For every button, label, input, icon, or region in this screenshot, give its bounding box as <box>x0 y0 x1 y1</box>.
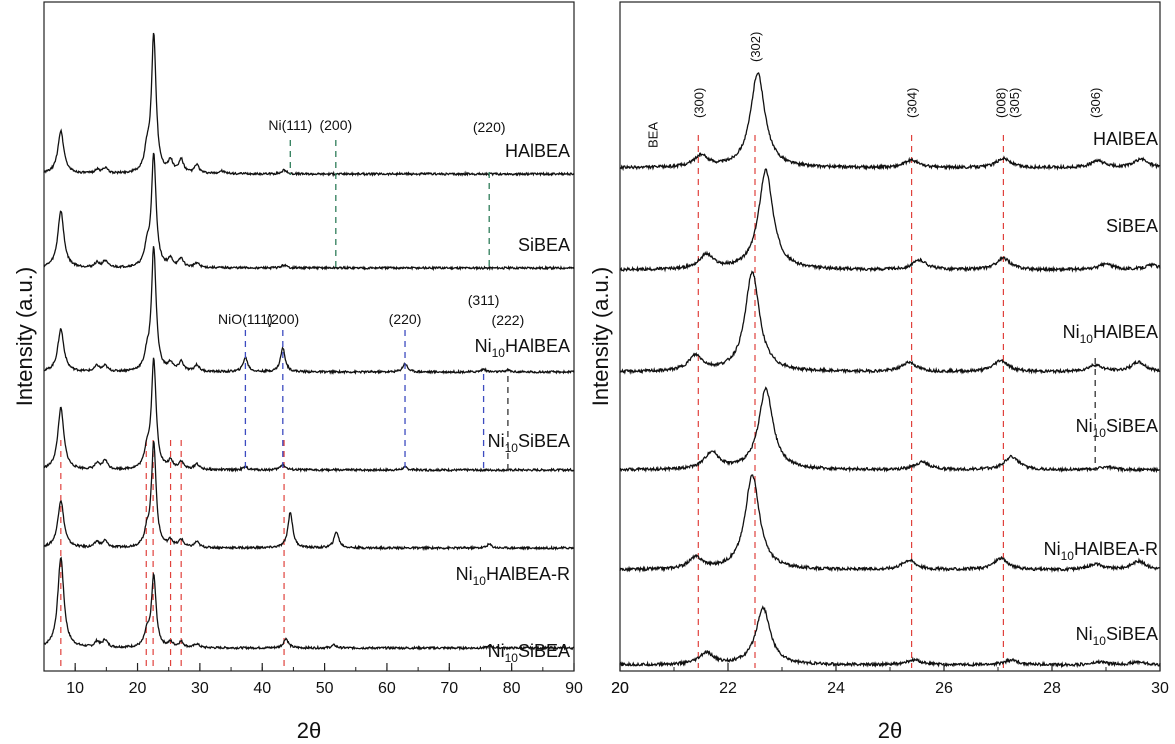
y-axis-label: Intensity (a.u.) <box>588 267 613 406</box>
x-tick-label: 20 <box>611 680 629 697</box>
peak-annotation: (305) <box>1007 88 1022 118</box>
series-label: HAlBEA <box>1093 129 1158 149</box>
y-axis-label: Intensity (a.u.) <box>12 267 37 406</box>
series-line-ni10sibea <box>43 556 575 652</box>
series-line-sibea <box>619 168 1161 274</box>
peak-annotation: (300) <box>691 88 706 118</box>
x-tick-label: 30 <box>191 680 209 697</box>
x-tick-label: 20 <box>611 680 629 697</box>
series-label: Ni10HAlBEA-R <box>1044 539 1158 563</box>
series-line-ni10halbea-r <box>619 474 1161 573</box>
series-label: Ni10SiBEA <box>1076 624 1158 648</box>
series-label: Ni10SiBEA <box>1076 416 1158 440</box>
x-tick-label: 26 <box>935 680 953 697</box>
plot-frame <box>43 1 575 672</box>
series-label: Ni10HAlBEA <box>1063 322 1158 346</box>
x-tick-label: 24 <box>827 680 845 697</box>
x-tick-label: 60 <box>378 680 396 697</box>
x-tick-label: 40 <box>253 680 271 697</box>
peak-annotation: (220) <box>473 119 506 135</box>
series-line-sibea <box>43 152 575 272</box>
series-label: Ni10SiBEA <box>488 641 570 665</box>
peak-annotation: (306) <box>1088 88 1103 118</box>
right-panel: Ni10SiBEA Ni10HAlBEA-R Ni10SiBEA Ni10HAlBEA… <box>588 1 1169 743</box>
series-label: HAlBEA <box>505 141 570 161</box>
peak-annotation: (200) <box>319 117 352 133</box>
series-label: Ni10HAlBEA <box>475 336 570 360</box>
x-tick-label: 80 <box>503 680 521 697</box>
peak-annotation: (220) <box>389 311 422 327</box>
x-tick-label: 50 <box>316 680 334 697</box>
x-axis-label: 2θ <box>297 718 321 743</box>
peak-annotation: (200) <box>266 311 299 327</box>
peak-annotation: Ni(111) <box>268 117 312 133</box>
x-tick-label: 20 <box>129 680 147 697</box>
x-tick-label: 22 <box>719 680 737 697</box>
peak-annotation: (311) <box>468 292 500 308</box>
peak-annotation: (302) <box>748 32 763 62</box>
peak-annotation: (008) <box>994 88 1009 118</box>
peak-annotation: (304) <box>905 88 920 118</box>
peak-annotation: NiO(111) <box>218 311 273 327</box>
series-label: SiBEA <box>518 235 570 255</box>
series-line-halbea <box>619 72 1161 172</box>
x-tick-label: 28 <box>1043 680 1061 697</box>
series-label: SiBEA <box>1106 216 1158 236</box>
x-tick-label: 30 <box>1151 680 1169 697</box>
x-axis: 10 20 30 40 50 60 70 80 90 <box>43 663 583 697</box>
x-tick-label: 70 <box>440 680 458 697</box>
x-axis-label: 2θ <box>878 718 902 743</box>
x-tick-label: 10 <box>66 680 84 697</box>
peak-annotation: BEA <box>645 122 660 148</box>
series-line-ni10halbea <box>43 246 575 375</box>
series-line-halbea <box>43 32 575 178</box>
x-tick-label: 90 <box>565 680 583 697</box>
peak-annotation: (222) <box>492 312 525 328</box>
series-line-ni10sibea <box>619 386 1161 474</box>
series-line-ni10halbea <box>619 270 1161 375</box>
series-line-ni10sibea <box>619 605 1161 669</box>
left-panel: Ni10SiBEA Ni10HAlBEA-R Ni10SiBEA Ni10HAlBEA… <box>12 1 583 743</box>
series-label: Ni10HAlBEA-R <box>456 564 570 588</box>
series-line-ni10sibea <box>43 357 575 473</box>
series-label: Ni10SiBEA <box>488 431 570 455</box>
series-line-ni10halbea-r <box>43 440 575 552</box>
